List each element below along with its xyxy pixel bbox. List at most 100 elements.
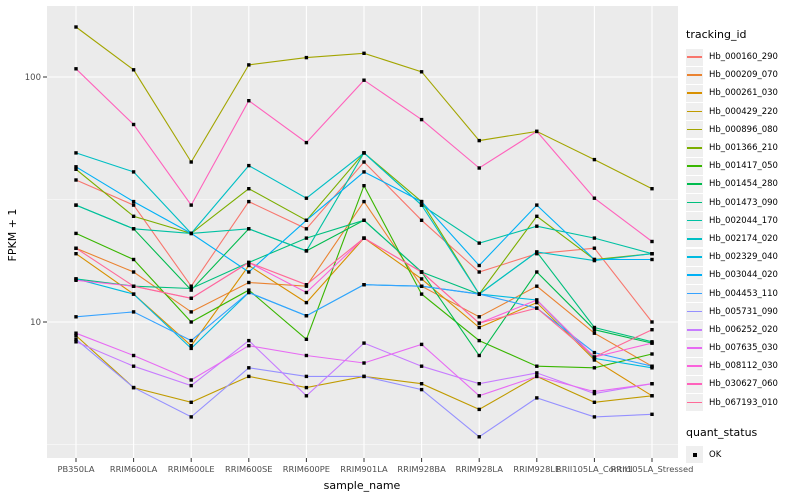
data-point-marker (650, 239, 654, 244)
data-point-marker (362, 361, 366, 365)
data-point-marker (592, 355, 597, 359)
legend-entry-label: Hb_001366_210 (709, 143, 778, 154)
data-point-marker (362, 283, 366, 287)
data-point-marker (592, 325, 597, 330)
legend-entry: Hb_001366_210 (686, 139, 798, 157)
line-swatch-icon (686, 121, 703, 139)
data-point-marker (650, 364, 654, 368)
data-point-marker (189, 400, 193, 404)
legend-entry: Hb_030627_060 (686, 375, 798, 393)
data-point-marker (189, 231, 193, 236)
data-point-marker (189, 383, 193, 388)
line-swatch-icon (686, 285, 703, 303)
data-point-marker (535, 284, 539, 288)
data-point-marker (419, 203, 424, 207)
data-point-marker (247, 99, 251, 103)
line-swatch-icon (686, 103, 703, 121)
data-point-marker (592, 366, 597, 370)
data-point-marker (247, 366, 251, 370)
y-tick-label: 100 (25, 73, 41, 83)
legend-entry: Hb_067193_010 (686, 394, 798, 412)
data-point-marker (247, 270, 251, 274)
data-point-marker (477, 353, 481, 358)
data-point-marker (419, 270, 424, 274)
data-point-marker (304, 300, 309, 305)
data-point-marker (650, 382, 654, 386)
legend-entry-label: Hb_002174_020 (709, 233, 778, 244)
legend-entry-label: Hb_000429_220 (709, 106, 778, 117)
data-point-marker (535, 298, 539, 302)
data-point-marker (74, 178, 78, 182)
data-point-marker (650, 187, 654, 191)
data-point-marker (74, 331, 78, 335)
data-point-marker (131, 122, 136, 127)
data-point-marker (477, 315, 481, 319)
data-point-marker (592, 328, 597, 332)
data-point-marker (247, 288, 251, 292)
legend-entry-label: Hb_001454_280 (709, 179, 778, 190)
data-point-marker (650, 394, 654, 398)
data-point-marker (650, 341, 654, 345)
line-swatch-icon (686, 175, 703, 193)
legend-entry-label: Hb_000160_290 (709, 52, 778, 63)
legend-entry: Hb_008112_030 (686, 357, 798, 375)
data-point-marker (477, 270, 481, 274)
data-point-marker (362, 184, 366, 188)
data-point-marker (189, 296, 193, 300)
data-point-marker (189, 346, 193, 351)
line-swatch-icon (686, 194, 703, 212)
legend-entry-label: Hb_004453_110 (709, 288, 778, 299)
line-swatch-icon (686, 139, 703, 157)
data-point-marker (362, 218, 366, 222)
data-point-marker (131, 199, 136, 204)
legend-entry-label: Hb_030627_060 (709, 379, 778, 390)
data-point-marker (304, 385, 309, 390)
data-point-marker (535, 214, 539, 218)
data-point-marker (535, 250, 539, 254)
data-point-marker (419, 284, 424, 288)
data-point-marker (419, 199, 424, 204)
data-point-marker (362, 341, 366, 345)
data-point-marker (247, 263, 251, 268)
legend-entry: Hb_001454_280 (686, 175, 798, 193)
data-point-marker (535, 374, 539, 379)
data-point-marker (131, 284, 136, 288)
line-swatch-icon (686, 321, 703, 339)
data-point-marker (74, 67, 78, 71)
data-point-marker (592, 246, 597, 250)
data-point-marker (477, 292, 481, 296)
line-swatch-icon (686, 394, 703, 412)
legend-entry: Hb_003044_020 (686, 266, 798, 284)
x-tick-label: RRIM928LE (513, 464, 560, 474)
data-point-marker (131, 385, 136, 390)
data-point-marker (592, 257, 597, 262)
data-point-marker (131, 227, 136, 231)
data-point-marker (74, 167, 78, 171)
data-point-marker (535, 300, 539, 305)
legend-entry-label: Hb_001473_090 (709, 197, 778, 208)
data-point-marker (247, 63, 251, 67)
line-swatch-icon (686, 66, 703, 84)
data-point-marker (247, 199, 251, 204)
data-point-marker (535, 396, 539, 400)
legend-entry-label: Hb_000209_070 (709, 70, 778, 81)
data-point-marker (131, 68, 136, 72)
legend-entry-label: Hb_002044_170 (709, 215, 778, 226)
data-point-marker (247, 260, 251, 265)
data-point-marker (419, 364, 424, 368)
data-point-marker (189, 344, 193, 348)
legend-entry: Hb_001473_090 (686, 194, 798, 212)
legend-entry-label: OK (709, 449, 722, 460)
data-point-marker (535, 129, 539, 134)
data-point-marker (535, 371, 539, 375)
data-point-marker (74, 315, 78, 319)
data-point-marker (304, 353, 309, 358)
data-point-marker (74, 165, 78, 169)
data-point-marker (131, 310, 136, 314)
data-point-marker (131, 292, 136, 296)
legend-entry: Hb_000160_290 (686, 48, 798, 66)
data-point-marker (131, 203, 136, 207)
legend-entry-label: Hb_007635_030 (709, 343, 778, 354)
line-swatch-icon (686, 248, 703, 266)
data-point-marker (592, 400, 597, 404)
